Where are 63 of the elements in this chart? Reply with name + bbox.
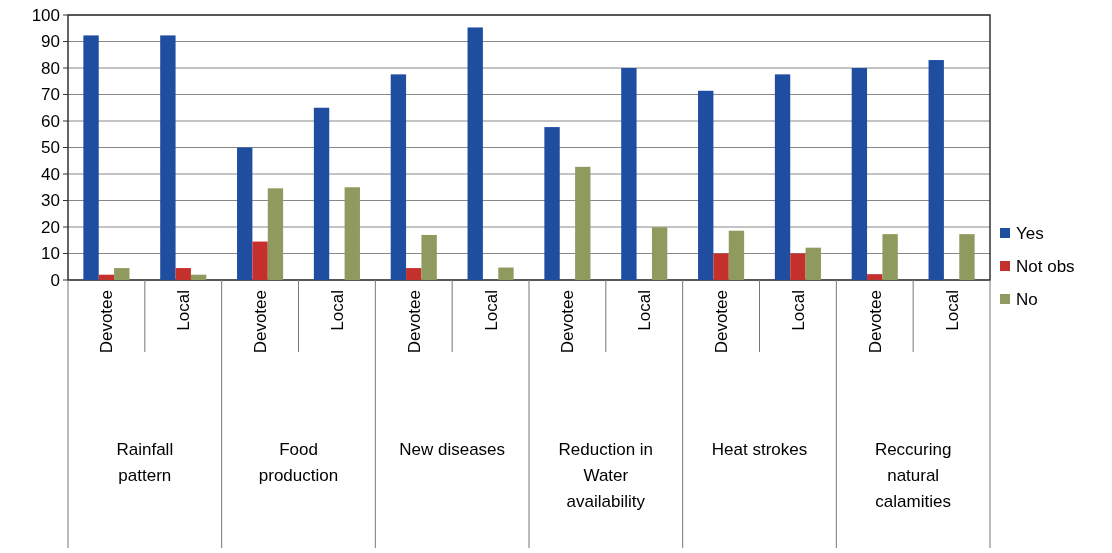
bar	[406, 268, 422, 280]
text: Reccuring natural calamities	[874, 440, 952, 511]
bar	[544, 127, 560, 280]
x-tick-label: Devotee	[97, 290, 117, 354]
legend-label: Yes	[1016, 223, 1044, 243]
bar	[805, 247, 821, 280]
bar	[237, 147, 253, 280]
bar	[175, 268, 191, 280]
legend-label: Not obs	[1016, 256, 1075, 276]
y-tick-label: 70	[41, 85, 60, 105]
bar	[114, 268, 130, 280]
x-tick-label: Local	[327, 290, 347, 331]
bar	[728, 230, 745, 280]
text: Reduction in Water availability	[558, 440, 654, 511]
y-tick-label: 50	[41, 138, 60, 158]
x-tick-label: Local	[174, 290, 194, 331]
y-tick-label: 20	[41, 217, 60, 237]
x-tick-label: Devotee	[404, 290, 424, 354]
bar	[774, 74, 791, 280]
text: New diseases	[399, 440, 506, 459]
bar	[421, 234, 437, 280]
bar	[790, 253, 806, 280]
bar	[621, 68, 637, 280]
bar	[651, 227, 668, 280]
bar	[959, 234, 975, 280]
bar	[498, 267, 514, 280]
bar	[698, 90, 714, 280]
text: Heat strokes	[711, 440, 808, 459]
y-tick-label: 60	[41, 111, 60, 131]
bar	[467, 27, 483, 280]
x-tick-label: Devotee	[558, 290, 578, 354]
bar	[851, 68, 868, 280]
text: Rainfall pattern	[116, 440, 174, 485]
bar	[713, 253, 729, 280]
x-tick-label: Devotee	[251, 290, 271, 354]
x-tick-label: Local	[942, 290, 962, 331]
bar	[390, 74, 407, 280]
y-tick-label: 80	[41, 58, 60, 78]
bar	[267, 188, 284, 280]
bar	[344, 187, 360, 280]
y-tick-label: 0	[50, 270, 60, 290]
bar	[928, 60, 944, 280]
legend-label: No	[1016, 289, 1038, 309]
bar	[882, 234, 898, 280]
x-tick-label: Local	[788, 290, 808, 331]
bar	[83, 35, 99, 280]
y-tick-label: 40	[41, 164, 60, 184]
x-tick-label: Local	[481, 290, 501, 331]
x-tick-label: Devotee	[865, 290, 885, 354]
y-tick-label: 90	[41, 32, 60, 52]
y-tick-label: 10	[41, 244, 60, 264]
bar	[98, 274, 115, 280]
x-tick-label: Local	[635, 290, 655, 331]
bar	[160, 35, 176, 280]
bar	[313, 107, 330, 280]
text: Food production	[258, 440, 339, 485]
y-tick-label: 100	[31, 5, 60, 25]
x-tick-label: Devotee	[712, 290, 732, 354]
bar	[575, 166, 591, 280]
bar	[867, 274, 883, 280]
bar	[252, 241, 268, 280]
bar	[190, 274, 207, 280]
y-tick-label: 30	[41, 191, 60, 211]
